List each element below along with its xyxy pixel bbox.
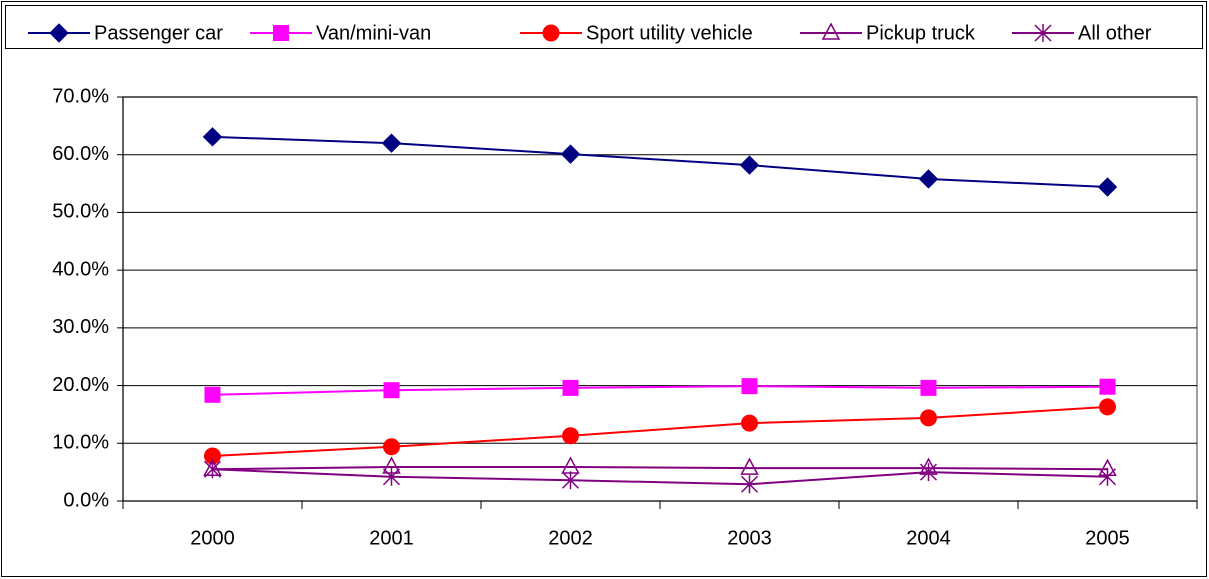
data-point: [918, 169, 939, 189]
legend-marker: [1034, 24, 1052, 42]
data-point: [204, 447, 221, 465]
legend-label: All other: [1078, 22, 1152, 44]
y-tick-label: 20.0%: [52, 374, 109, 396]
legend-marker: [542, 24, 560, 42]
legend-box: [5, 5, 1203, 49]
x-tick-label: 2005: [1085, 527, 1130, 549]
x-tick-label: 2003: [727, 527, 772, 549]
data-point: [741, 378, 758, 395]
data-point: [1099, 398, 1116, 416]
y-tick-label: 60.0%: [52, 143, 109, 165]
series-line: [212, 465, 1108, 471]
data-point: [739, 155, 760, 175]
data-point: [561, 471, 580, 490]
legend-label: Pickup truck: [866, 22, 976, 44]
y-tick-label: 70.0%: [52, 85, 109, 107]
y-tick-label: 0.0%: [63, 489, 109, 511]
data-point: [562, 427, 579, 445]
legend-label: Sport utility vehicle: [586, 22, 753, 44]
data-point: [560, 144, 581, 164]
data-point: [381, 133, 402, 153]
x-tick-label: 2001: [369, 527, 414, 549]
data-point: [383, 438, 400, 456]
x-tick-label: 2004: [906, 527, 951, 549]
legend-marker: [273, 25, 289, 41]
data-point: [920, 409, 937, 427]
data-point: [382, 467, 401, 486]
y-tick-label: 40.0%: [52, 258, 109, 280]
data-point: [202, 127, 223, 147]
x-tick-label: 2000: [190, 527, 235, 549]
data-point: [1099, 378, 1116, 395]
legend-marker: [49, 23, 69, 43]
x-tick-label: 2002: [548, 527, 593, 549]
series-line: [212, 385, 1108, 396]
data-point: [920, 379, 937, 396]
data-point: [562, 379, 579, 396]
y-tick-label: 30.0%: [52, 316, 109, 338]
data-point: [203, 460, 222, 479]
legend-marker: [821, 22, 841, 40]
y-tick-label: 50.0%: [52, 201, 109, 223]
data-point: [204, 386, 221, 403]
data-point: [740, 475, 759, 494]
y-tick-label: 10.0%: [52, 432, 109, 454]
data-point: [740, 457, 759, 475]
data-point: [1098, 467, 1117, 486]
data-point: [919, 463, 938, 482]
data-point: [1097, 177, 1118, 197]
legend-label: Passenger car: [94, 22, 223, 44]
series-line: [212, 135, 1108, 189]
data-point: [741, 414, 758, 432]
series-line: [212, 405, 1108, 457]
plot-area: [122, 96, 1198, 502]
data-point: [383, 382, 400, 399]
series-line: [212, 468, 1108, 486]
legend-label: Van/mini-van: [316, 22, 431, 44]
